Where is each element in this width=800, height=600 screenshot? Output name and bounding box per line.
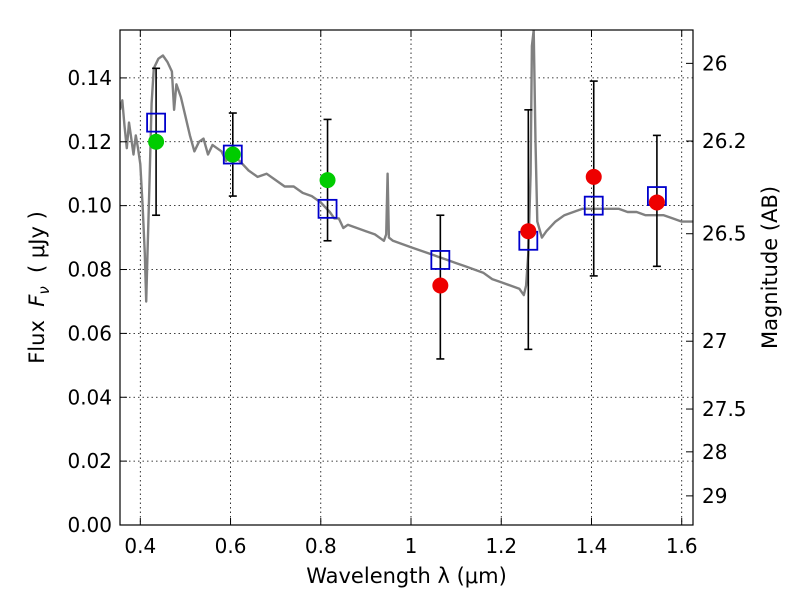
model-square-marker xyxy=(317,198,338,219)
plot-frame xyxy=(119,29,694,526)
x-tick-label: 1.2 xyxy=(485,534,517,558)
y-axis-label: Flux Fν ( μJy ) xyxy=(25,211,53,364)
magnitude-tick-label: 26.2 xyxy=(702,129,747,153)
x-tick-label: 1.6 xyxy=(666,534,698,558)
spectrum-layer xyxy=(120,30,693,303)
nondetection-point xyxy=(432,277,449,294)
x-tick-label: 0.6 xyxy=(215,534,247,558)
x-tick-label: 0.8 xyxy=(305,534,337,558)
model-square-marker xyxy=(146,112,166,133)
detection-point xyxy=(148,133,165,150)
grid-lines xyxy=(120,30,693,526)
data-markers xyxy=(146,112,667,294)
detection-point xyxy=(319,172,336,189)
magnitude-tick-label: 26 xyxy=(702,51,727,75)
y-tick-label: 0.08 xyxy=(67,258,112,282)
magnitude-tick-label: 29 xyxy=(702,484,727,508)
nondetection-point xyxy=(648,194,665,211)
detection-point xyxy=(224,146,241,163)
y-tick-label: 0.04 xyxy=(67,385,112,409)
magnitude-tick-label: 27 xyxy=(702,329,727,353)
y-tick-label: 0.12 xyxy=(67,130,112,154)
y-tick-label: 0.14 xyxy=(67,66,112,90)
model-square-marker xyxy=(222,144,243,165)
y-axis-label-suffix: ( μJy ) xyxy=(25,211,49,286)
right-axis-label: Magnitude (AB) xyxy=(758,186,782,349)
magnitude-tick-label: 27.5 xyxy=(702,397,747,421)
ticks: 0.4 0.6 0.8 1 1.2 1.4 1.6 0.00 0.02 0.04 0.06 0.08 0… xyxy=(67,30,747,558)
x-tick-label: 0.4 xyxy=(124,534,156,558)
y-axis-label-subscript: ν xyxy=(35,286,53,294)
model-square-marker xyxy=(583,195,604,216)
nondetection-point xyxy=(520,223,537,240)
y-tick-label: 0.00 xyxy=(67,513,112,537)
model-square-marker xyxy=(430,250,451,270)
spectrum-line xyxy=(120,30,693,303)
y-axis-label-prefix: Flux xyxy=(25,307,49,364)
nondetection-point xyxy=(585,168,602,185)
magnitude-tick-label: 26.5 xyxy=(702,222,747,246)
y-axis-label-symbol: F xyxy=(25,294,49,307)
magnitude-tick-label: 28 xyxy=(702,440,727,464)
x-tick-label: 1.4 xyxy=(576,534,608,558)
x-axis-label: Wavelength λ (μm) xyxy=(306,564,507,588)
y-tick-label: 0.10 xyxy=(67,194,112,218)
y-tick-label: 0.06 xyxy=(67,321,112,345)
x-tick-label: 1 xyxy=(405,534,418,558)
y-tick-label: 0.02 xyxy=(67,449,112,473)
